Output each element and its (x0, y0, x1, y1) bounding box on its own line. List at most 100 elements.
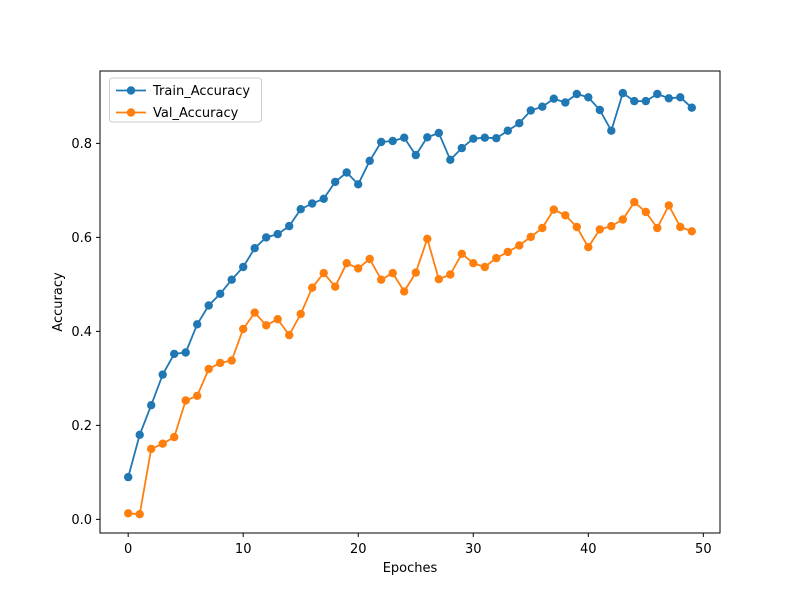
data-point-marker (400, 287, 409, 296)
data-point-marker (400, 133, 409, 142)
data-point-marker (262, 233, 271, 242)
data-point-marker (354, 264, 363, 273)
data-point-marker (158, 439, 167, 448)
data-point-marker (561, 98, 570, 107)
data-point-marker (469, 259, 478, 268)
data-point-marker (480, 133, 489, 142)
data-point-marker (342, 168, 351, 177)
plot-area (100, 71, 720, 533)
data-point-marker (561, 211, 570, 220)
data-point-marker (377, 137, 386, 147)
y-axis-label: Accuracy (51, 272, 66, 332)
data-point-marker (262, 321, 271, 330)
data-point-marker (584, 93, 593, 102)
data-point-marker (319, 194, 328, 203)
x-tick-label: 10 (235, 542, 252, 557)
data-point-marker (388, 268, 397, 278)
data-point-marker (411, 268, 420, 277)
data-point-marker (342, 259, 351, 268)
legend-entry-val-marker-icon (126, 108, 136, 117)
data-point-marker (653, 89, 662, 99)
data-point-marker (641, 96, 650, 106)
y-tick-label: 0.0 (71, 513, 92, 528)
y-tick-label: 0.4 (71, 325, 92, 340)
data-point-marker (653, 223, 662, 233)
data-point-marker (515, 241, 524, 250)
data-point-marker (135, 430, 144, 439)
data-point-marker (641, 207, 650, 217)
data-point-marker (607, 221, 616, 231)
data-point-marker (549, 205, 558, 214)
x-tick-label: 0 (124, 542, 132, 557)
data-point-marker (584, 243, 593, 252)
x-tick-label: 40 (580, 542, 597, 557)
data-point-marker (572, 89, 581, 99)
data-point-marker (365, 254, 374, 264)
data-point-marker (595, 105, 604, 115)
data-point-marker (319, 268, 328, 278)
legend-entry-train-marker-icon (126, 86, 136, 95)
data-point-marker (676, 222, 685, 232)
data-point-marker (204, 301, 213, 310)
data-point-marker (216, 289, 225, 298)
data-point-marker (250, 244, 259, 253)
data-point-marker (469, 134, 478, 143)
data-point-marker (273, 315, 282, 324)
data-point-marker (227, 356, 236, 365)
data-point-marker (526, 106, 535, 115)
y-axis: 0.0 0.2 0.4 0.6 0.8 (71, 137, 100, 528)
data-point-marker (147, 444, 156, 454)
data-point-marker (515, 119, 524, 128)
data-point-marker (549, 94, 558, 103)
x-tick-label: 30 (465, 542, 482, 557)
data-point-marker (250, 308, 259, 317)
data-point-marker (181, 348, 190, 357)
train-accuracy-series (124, 88, 696, 482)
data-point-marker (216, 358, 225, 368)
legend-box (109, 77, 262, 123)
legend: Train_Accuracy Val_Accuracy (109, 77, 262, 123)
data-point-marker (181, 396, 190, 405)
x-tick-label: 50 (695, 542, 712, 557)
legend-entry-val: Val_Accuracy (116, 106, 239, 121)
data-point-marker (124, 472, 133, 482)
x-tick-label: 20 (350, 542, 367, 557)
data-point-marker (273, 229, 282, 239)
y-tick-label: 0.2 (71, 419, 92, 434)
data-point-marker (193, 391, 202, 400)
data-point-marker (204, 364, 213, 374)
data-point-marker (296, 309, 305, 319)
data-point-marker (331, 282, 340, 291)
data-point-marker (308, 283, 317, 292)
data-point-marker (147, 401, 156, 410)
data-point-marker (331, 177, 340, 187)
val-accuracy-series (124, 197, 696, 519)
data-point-marker (630, 197, 639, 207)
data-point-marker (434, 128, 443, 138)
legend-entry-train-label: Train_Accuracy (152, 84, 250, 99)
data-point-marker (607, 126, 616, 135)
data-point-marker (664, 201, 673, 210)
data-point-marker (170, 349, 179, 359)
data-point-marker (687, 103, 696, 112)
data-point-marker (492, 253, 501, 263)
data-point-marker (446, 270, 455, 279)
legend-entry-train: Train_Accuracy (116, 84, 250, 99)
data-point-marker (457, 143, 466, 153)
data-point-marker (423, 234, 432, 243)
data-point-marker (664, 94, 673, 103)
data-point-marker (308, 199, 317, 208)
data-point-marker (285, 330, 294, 340)
data-point-marker (572, 222, 581, 232)
data-point-marker (296, 205, 305, 214)
data-point-marker (595, 225, 604, 234)
data-point-marker (170, 432, 179, 442)
data-point-marker (618, 215, 627, 224)
data-point-marker (193, 320, 202, 329)
data-point-marker (227, 275, 236, 284)
data-point-marker (457, 249, 466, 258)
data-point-marker (446, 155, 455, 164)
data-point-marker (285, 221, 294, 231)
